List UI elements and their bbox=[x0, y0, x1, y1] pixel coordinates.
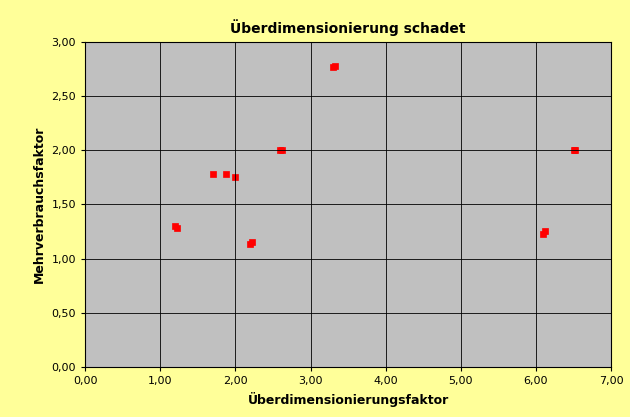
X-axis label: Überdimensionierungsfaktor: Überdimensionierungsfaktor bbox=[248, 392, 449, 407]
Title: Überdimensionierung schadet: Überdimensionierung schadet bbox=[231, 20, 466, 36]
Y-axis label: Mehrverbrauchsfaktor: Mehrverbrauchsfaktor bbox=[33, 126, 46, 283]
